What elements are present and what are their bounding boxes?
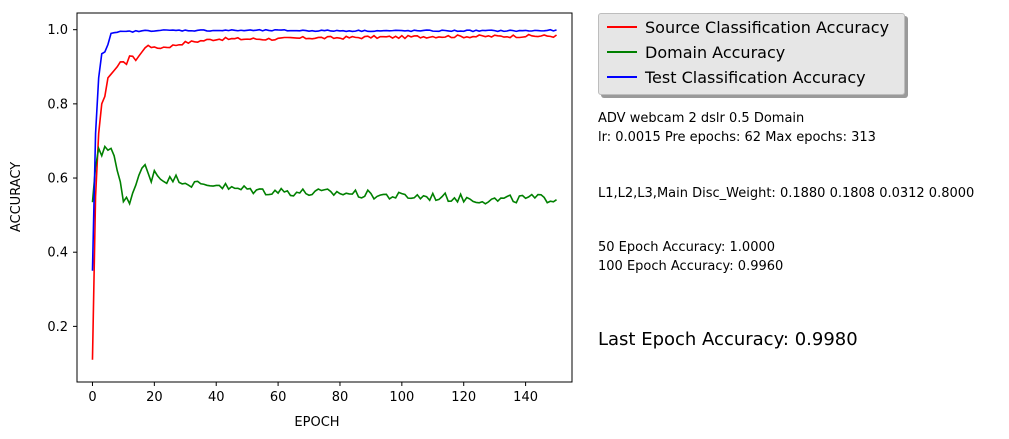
legend-label-source: Source Classification Accuracy [645,17,890,37]
series-line-domain-accuracy [91,144,557,206]
legend-swatch-source [607,26,637,28]
y-tick-label: 1.0 [47,23,68,38]
x-tick-label: 60 [270,390,287,405]
legend-label-test: Test Classification Accuracy [645,67,866,87]
x-axis-ticks: 0 20 40 60 80 100 120 140 [88,382,538,405]
y-axis-label: ACCURACY [9,162,24,232]
x-tick-label: 0 [88,390,96,405]
x-tick-label: 80 [332,390,349,405]
y-tick-label: 0.2 [47,320,68,335]
y-tick-label: 0.8 [47,97,68,112]
legend-swatch-domain [607,51,637,53]
legend-item-source: Source Classification Accuracy [607,15,889,39]
info-acc-100: 100 Epoch Accuracy: 0.9960 [598,259,784,274]
x-tick-label: 40 [208,390,225,405]
series-line-source-classification-accuracy [91,33,558,360]
plot-frame [76,12,573,383]
x-tick-label: 100 [389,390,414,405]
info-hyperparams: lr: 0.0015 Pre epochs: 62 Max epochs: 31… [598,130,876,145]
info-acc-50: 50 Epoch Accuracy: 1.0000 [598,240,776,255]
y-tick-label: 0.4 [47,246,68,261]
legend-label-domain: Domain Accuracy [645,42,786,62]
x-axis-label: EPOCH [294,415,339,430]
x-tick-label: 140 [513,390,538,405]
series-lines [91,28,558,360]
accuracy-chart: 0 20 40 60 80 100 120 140 0.2 0.4 0.6 0.8 1.0 EPOCH… [9,12,573,430]
x-tick-label: 20 [146,390,163,405]
y-axis-ticks: 0.2 0.4 0.6 0.8 1.0 [47,23,77,335]
info-last-acc: Last Epoch Accuracy: 0.9980 [598,329,858,350]
legend-item-domain: Domain Accuracy [607,40,785,64]
legend: Source Classification Accuracy Domain Ac… [598,13,905,95]
x-tick-label: 120 [451,390,476,405]
series-line-test-classification-accuracy [91,28,557,271]
y-tick-label: 0.6 [47,172,68,187]
legend-swatch-test [607,76,637,78]
info-disc-weights: L1,L2,L3,Main Disc_Weight: 0.1880 0.1808… [598,186,975,201]
info-run-name: ADV webcam 2 dslr 0.5 Domain [598,111,805,126]
legend-item-test: Test Classification Accuracy [607,65,866,89]
